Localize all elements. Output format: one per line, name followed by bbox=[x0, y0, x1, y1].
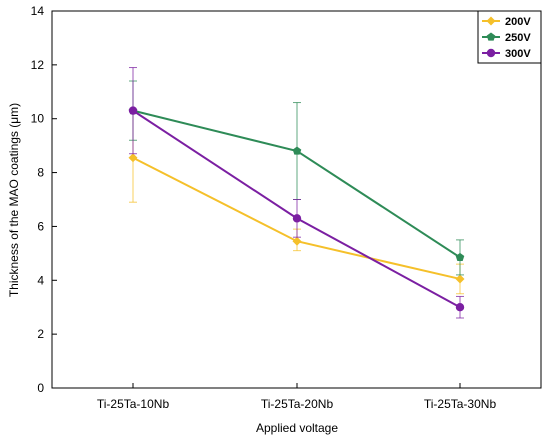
legend-marker bbox=[486, 16, 496, 26]
legend-marker bbox=[486, 48, 496, 58]
y-tick-label: 4 bbox=[37, 273, 44, 287]
y-axis: 0 2 4 6 8 10 12 14 bbox=[31, 4, 57, 395]
data-point bbox=[292, 214, 302, 223]
legend-label: 200V bbox=[505, 16, 531, 28]
data-point bbox=[455, 252, 465, 262]
legend-label: 250V bbox=[505, 32, 531, 44]
y-tick-label: 12 bbox=[31, 58, 45, 72]
x-tick-label: Ti-25Ta-10Nb bbox=[97, 397, 170, 411]
x-tick-label: Ti-25Ta-30Nb bbox=[424, 397, 497, 411]
y-tick-label: 10 bbox=[31, 112, 45, 126]
series-300V bbox=[128, 67, 465, 319]
y-tick-label: 0 bbox=[37, 381, 44, 395]
y-tick-label: 14 bbox=[31, 4, 45, 18]
legend-label: 300V bbox=[505, 48, 531, 60]
y-tick-label: 6 bbox=[37, 219, 44, 233]
series-layer bbox=[128, 67, 465, 319]
legend-item: 250V bbox=[482, 32, 531, 44]
legend-item: 200V bbox=[482, 16, 531, 28]
legend-marker bbox=[486, 32, 496, 41]
data-point bbox=[455, 274, 465, 284]
y-tick-label: 8 bbox=[37, 166, 44, 180]
x-axis: Ti-25Ta-10Nb Ti-25Ta-20Nb Ti-25Ta-30Nb bbox=[97, 383, 497, 411]
legend: 200V 250V 300V bbox=[477, 10, 542, 64]
y-tick-label: 2 bbox=[37, 327, 44, 341]
y-axis-label: Thickness of the MAO coatings (μm) bbox=[7, 103, 21, 297]
data-point bbox=[128, 153, 138, 163]
data-point bbox=[128, 106, 138, 115]
data-point bbox=[292, 146, 302, 155]
x-tick-label: Ti-25Ta-20Nb bbox=[261, 397, 334, 411]
data-point bbox=[455, 303, 465, 312]
x-axis-label: Applied voltage bbox=[256, 421, 338, 435]
legend-item: 300V bbox=[482, 48, 531, 60]
data-point bbox=[292, 236, 302, 246]
